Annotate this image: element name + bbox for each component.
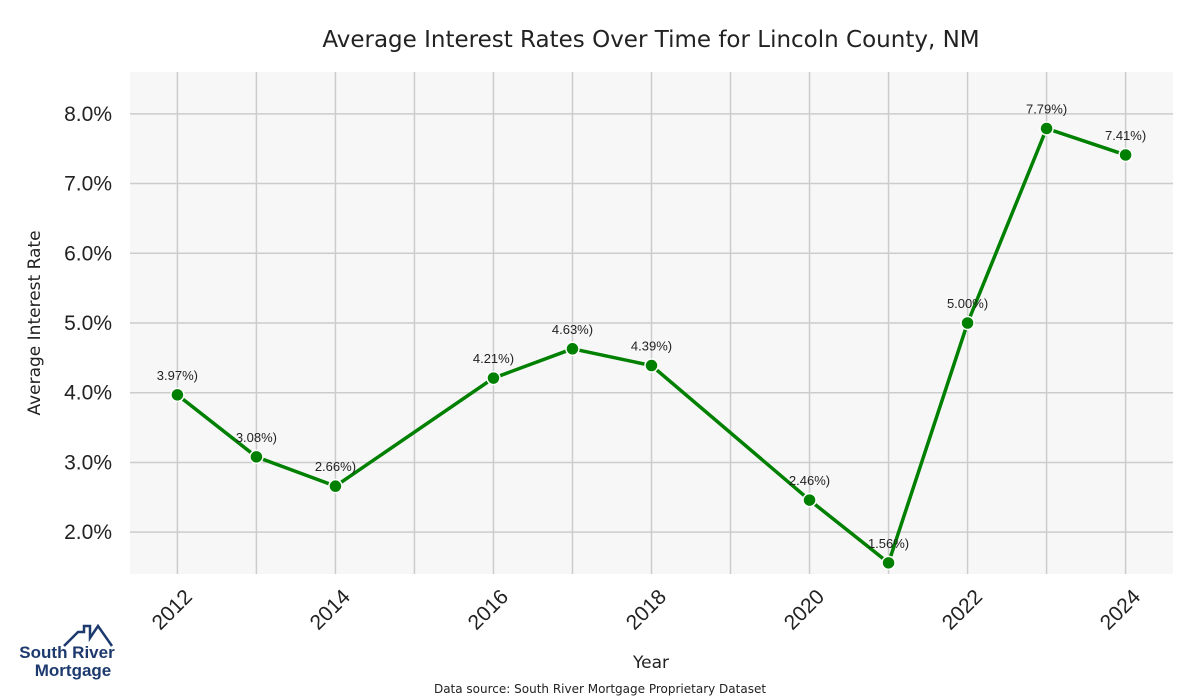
data-point: [486, 370, 501, 386]
data-label: 4.39%): [631, 339, 672, 354]
house-roof-icon: [63, 623, 114, 647]
y-tick-label: 6.0%: [64, 242, 112, 265]
data-point: [644, 358, 659, 373]
data-source-note: Data source: South River Mortgage Propri…: [434, 682, 766, 696]
x-tick-label: 2014: [306, 585, 356, 635]
data-label: 2.46%): [789, 473, 830, 488]
data-label: 4.63%): [552, 322, 593, 337]
data-point: [802, 492, 817, 508]
data-point: [565, 341, 580, 357]
chart-title: Average Interest Rates Over Time for Lin…: [322, 27, 979, 53]
data-label: 3.97%): [157, 368, 198, 383]
data-point: [881, 555, 896, 571]
data-points: [170, 121, 1133, 571]
y-tick-label: 2.0%: [64, 521, 112, 544]
data-point: [170, 387, 185, 403]
x-axis-ticks: 2012 2014 2016 2018 2020 2022 2024: [148, 585, 1146, 635]
data-label: 5.00%): [947, 296, 988, 311]
grid-lines: [130, 72, 1173, 574]
x-tick-label: 2018: [622, 585, 671, 634]
x-tick-label: 2024: [1096, 585, 1146, 635]
x-tick-label: 2016: [464, 585, 513, 634]
y-tick-label: 8.0%: [64, 103, 112, 126]
data-point: [249, 449, 264, 465]
data-point: [1039, 121, 1054, 136]
y-tick-label: 3.0%: [64, 451, 112, 474]
data-point: [328, 478, 343, 494]
y-axis-ticks: 2.0% 3.0% 4.0% 5.0% 6.0% 7.0% 8.0%: [64, 103, 112, 544]
data-label: 4.21%): [473, 351, 514, 366]
company-logo: South River Mortgage: [19, 623, 115, 680]
data-label: 7.41%): [1105, 128, 1146, 143]
data-label: 1.56%): [868, 536, 909, 551]
y-tick-label: 4.0%: [64, 382, 112, 405]
y-axis-label: Average Interest Rate: [25, 230, 45, 415]
data-label: 2.66%): [315, 459, 356, 474]
x-axis-label: Year: [632, 653, 669, 673]
data-point: [960, 315, 975, 331]
logo-line-2: Mortgage: [35, 661, 112, 680]
x-tick-label: 2020: [780, 585, 829, 634]
data-label: 7.79%): [1026, 101, 1067, 116]
logo-line-1: South River: [19, 643, 115, 662]
data-labels: 3.97%) 3.08%) 2.66%) 4.21%) 4.63%) 4.39%) 2.46…: [157, 101, 1146, 550]
x-tick-label: 2022: [938, 585, 987, 634]
y-tick-label: 7.0%: [64, 173, 112, 196]
data-point: [1118, 147, 1133, 163]
data-label: 3.08%): [236, 430, 277, 445]
y-tick-label: 5.0%: [64, 312, 112, 335]
x-tick-label: 2012: [148, 585, 197, 634]
